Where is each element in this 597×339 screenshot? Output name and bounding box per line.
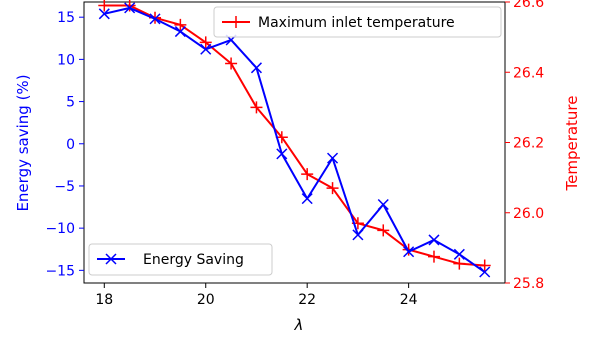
left-y-tick-label: 15 — [57, 10, 75, 26]
left-y-axis-label: Energy saving (%) — [14, 74, 32, 211]
right-y-axis-ticks: 25.8 26.0 26.2 26.4 26.6 — [505, 0, 544, 292]
energy-saving-point — [352, 229, 364, 241]
inlet-temperature-point — [174, 18, 187, 31]
legend-temperature-label: Maximum inlet temperature — [258, 15, 455, 31]
x-tick-label: 18 — [95, 292, 113, 308]
energy-saving-point — [98, 8, 110, 20]
left-y-tick-label: 5 — [66, 95, 75, 111]
x-axis-ticks: 18 20 22 24 — [95, 283, 418, 308]
inlet-temperature-point — [427, 250, 440, 263]
x-tick-label: 20 — [197, 292, 215, 308]
inlet-temperature-point — [199, 36, 212, 49]
energy-saving-point — [200, 43, 212, 55]
legend-temperature: Maximum inlet temperature — [213, 6, 502, 38]
x-axis-label: λ — [294, 316, 304, 334]
left-y-tick-label: 0 — [66, 137, 75, 153]
inlet-temperature-point — [225, 57, 238, 70]
inlet-temperature-point — [301, 168, 314, 181]
x-tick-label: 22 — [298, 292, 316, 308]
left-y-tick-label: 10 — [57, 52, 75, 68]
left-y-tick-label: −10 — [45, 221, 75, 237]
left-y-tick-label: −15 — [45, 263, 75, 279]
energy-saving-point — [377, 198, 389, 211]
energy-saving-point — [276, 148, 288, 160]
x-tick-label: 24 — [400, 292, 418, 308]
inlet-temperature-point — [478, 259, 491, 272]
legend-energy: Energy Saving — [88, 243, 273, 276]
energy-saving-point — [174, 26, 186, 38]
energy-saving-point — [428, 234, 440, 246]
right-y-tick-label: 26.4 — [513, 65, 544, 81]
left-y-axis-ticks: 15 10 5 0 −5 −10 −15 — [45, 10, 84, 279]
right-y-tick-label: 26.2 — [513, 136, 544, 152]
energy-saving-series-line — [104, 6, 486, 273]
inlet-temperature-series-line — [104, 4, 485, 267]
right-y-axis-label: Temperature — [563, 95, 581, 191]
legend-energy-box — [88, 243, 273, 276]
plot-area — [83, 1, 506, 284]
inlet-temperature-point — [250, 101, 263, 114]
inlet-temperature-point — [453, 257, 466, 270]
energy-saving-point — [124, 2, 136, 14]
energy-saving-point — [301, 193, 313, 205]
inlet-temperature-point — [123, 0, 136, 12]
left-y-tick-label: −5 — [54, 179, 75, 195]
energy-saving-point — [479, 266, 491, 278]
inlet-temperature-point — [377, 224, 390, 237]
energy-saving-point — [453, 248, 465, 260]
legend-energy-label: Energy Saving — [143, 252, 244, 268]
inlet-temperature-point — [326, 182, 339, 195]
legend-energy-marker — [105, 253, 117, 265]
right-y-tick-label: 25.8 — [513, 276, 544, 292]
energy-saving-point — [327, 152, 339, 164]
inlet-temperature-point — [98, 0, 111, 12]
right-y-tick-label: 26.6 — [513, 0, 544, 11]
right-y-tick-label: 26.0 — [513, 206, 544, 222]
energy-saving-point — [403, 246, 415, 258]
legend-temperature-box — [213, 6, 502, 38]
energy-saving-point — [149, 13, 161, 25]
energy-saving-point — [250, 62, 262, 74]
